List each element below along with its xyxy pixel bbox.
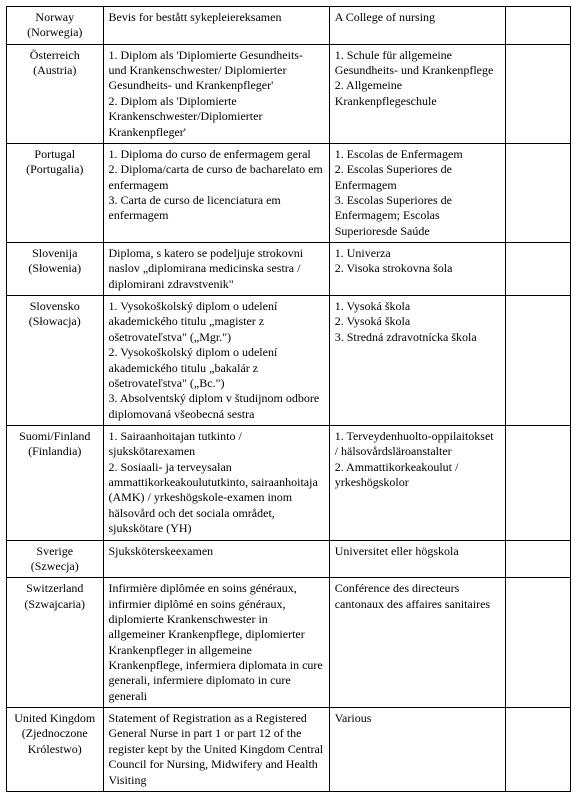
diploma-cell: 1. Diplom als 'Diplomierte Gesundheits- …: [103, 44, 329, 143]
diploma-cell: 1. Vysokoškolský diplom o udelení akadem…: [103, 296, 329, 426]
extra-cell: [505, 425, 570, 540]
extra-cell: [505, 44, 570, 143]
country-sub: (Słowenia): [28, 261, 81, 275]
table-row: Österreich (Austria) 1. Diplom als 'Dipl…: [7, 44, 571, 143]
table-row: United Kingdom (Zjednoczone Królestwo) S…: [7, 708, 571, 792]
country-sub: (Zjednoczone Królestwo): [22, 726, 88, 755]
country-main: Switzerland: [26, 581, 83, 595]
country-sub: (Słowacja): [29, 314, 81, 328]
extra-cell: [505, 296, 570, 426]
country-cell: Switzerland (Szwajcaria): [7, 578, 104, 708]
extra-cell: [505, 708, 570, 792]
table-row: Sverige (Szwecja) Sjuksköterskeexamen Un…: [7, 540, 571, 578]
diploma-cell: Sjuksköterskeexamen: [103, 540, 329, 578]
country-sub: (Szwajcaria): [24, 597, 85, 611]
country-sub: (Portugalia): [26, 162, 83, 176]
country-sub: (Norwegia): [27, 25, 82, 39]
table-row: Portugal (Portugalia) 1. Diploma do curs…: [7, 143, 571, 242]
diploma-cell: Diploma, s katero se podeljuje strokovni…: [103, 243, 329, 296]
country-cell: Sverige (Szwecja): [7, 540, 104, 578]
country-cell: Slovenija (Słowenia): [7, 243, 104, 296]
table-body: Norway (Norwegia) Bevis for bestått syke…: [7, 7, 571, 792]
country-main: Suomi/Finland: [19, 429, 90, 443]
country-main: Slovensko: [30, 299, 80, 313]
country-main: Sverige: [36, 544, 73, 558]
country-main: Portugal: [34, 147, 75, 161]
qualifications-table: Norway (Norwegia) Bevis for bestått syke…: [6, 6, 571, 792]
country-sub: (Austria): [33, 63, 76, 77]
body-cell: A College of nursing: [329, 7, 505, 45]
country-cell: Slovensko (Słowacja): [7, 296, 104, 426]
country-cell: Österreich (Austria): [7, 44, 104, 143]
body-cell: 1. Vysoká škola2. Vysoká škola3. Stredná…: [329, 296, 505, 426]
extra-cell: [505, 243, 570, 296]
page-container: Norway (Norwegia) Bevis for bestått syke…: [0, 0, 577, 798]
table-row: Suomi/Finland (Finlandia) 1. Sairaanhoit…: [7, 425, 571, 540]
country-cell: Portugal (Portugalia): [7, 143, 104, 242]
table-row: Slovenija (Słowenia) Diploma, s katero s…: [7, 243, 571, 296]
table-row: Slovensko (Słowacja) 1. Vysokoškolský di…: [7, 296, 571, 426]
diploma-cell: Bevis for bestått sykepleiereksamen: [103, 7, 329, 45]
country-cell: Suomi/Finland (Finlandia): [7, 425, 104, 540]
country-sub: (Szwecja): [31, 559, 79, 573]
body-cell: Various: [329, 708, 505, 792]
country-cell: United Kingdom (Zjednoczone Królestwo): [7, 708, 104, 792]
extra-cell: [505, 143, 570, 242]
diploma-cell: 1. Diploma do curso de enfermagem geral2…: [103, 143, 329, 242]
body-cell: 1. Schule für allgemeine Gesundheits- un…: [329, 44, 505, 143]
extra-cell: [505, 578, 570, 708]
extra-cell: [505, 540, 570, 578]
table-row: Switzerland (Szwajcaria) Infirmière dipl…: [7, 578, 571, 708]
body-cell: 1. Univerza2. Visoka strokovna šola: [329, 243, 505, 296]
table-row: Norway (Norwegia) Bevis for bestått syke…: [7, 7, 571, 45]
diploma-cell: Infirmière diplômée en soins généraux, i…: [103, 578, 329, 708]
country-main: United Kingdom: [14, 711, 95, 725]
diploma-cell: 1. Sairaanhoitajan tutkinto / sjukskötar…: [103, 425, 329, 540]
extra-cell: [505, 7, 570, 45]
diploma-cell: Statement of Registration as a Registere…: [103, 708, 329, 792]
country-main: Norway: [35, 10, 74, 24]
country-main: Österreich: [30, 48, 80, 62]
body-cell: 1. Terveydenhuolto-oppilaitokset / hälso…: [329, 425, 505, 540]
body-cell: 1. Escolas de Enfermagem2. Escolas Super…: [329, 143, 505, 242]
body-cell: Conférence des directeurs cantonaux des …: [329, 578, 505, 708]
body-cell: Universitet eller högskola: [329, 540, 505, 578]
country-main: Slovenija: [32, 246, 77, 260]
country-cell: Norway (Norwegia): [7, 7, 104, 45]
country-sub: (Finlandia): [28, 444, 81, 458]
